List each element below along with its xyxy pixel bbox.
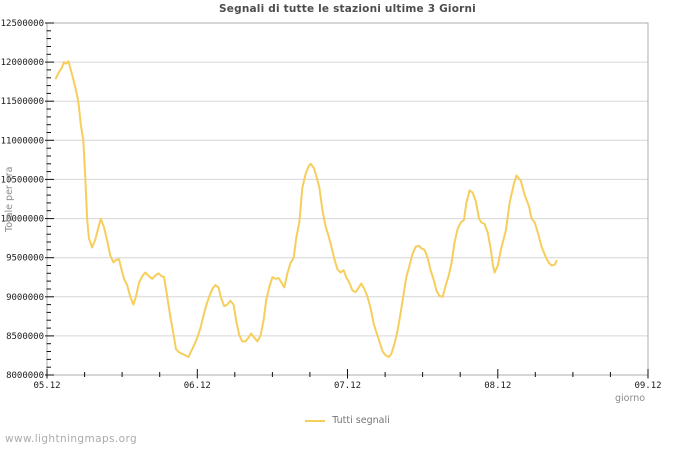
chart-title: Segnali di tutte le stazioni ultime 3 Gi… — [219, 3, 476, 15]
signal-line — [54, 60, 558, 358]
y-tick-label: 8000000 — [6, 371, 44, 381]
x-axis-title: giorno — [614, 393, 646, 404]
y-tick-label: 11000000 — [1, 136, 44, 146]
y-tick-label: 9500000 — [6, 254, 44, 264]
y-tick-label: 11500000 — [1, 97, 44, 107]
y-tick-label: 10500000 — [1, 175, 44, 185]
y-tick-label: 10000000 — [1, 215, 44, 225]
x-tick-label: 07.12 — [334, 381, 361, 391]
x-tick-label: 09.12 — [634, 381, 661, 391]
legend-line-swatch — [305, 419, 326, 422]
legend-label: Tutti segnali — [332, 415, 390, 426]
x-tick-label: 08.12 — [484, 381, 511, 391]
watermark-link: www.lightningmaps.org — [5, 433, 138, 445]
y-tick-label: 12000000 — [1, 58, 44, 68]
x-tick-label: 06.12 — [184, 381, 211, 391]
y-tick-label: 9000000 — [6, 293, 44, 303]
y-axis-title: Totale per ora — [4, 166, 15, 232]
y-tick-label: 12500000 — [1, 19, 44, 29]
y-tick-label: 8500000 — [6, 332, 44, 342]
plot-border — [46, 22, 649, 376]
legend: Tutti segnali — [47, 415, 648, 426]
x-tick-label: 05.12 — [33, 381, 60, 391]
